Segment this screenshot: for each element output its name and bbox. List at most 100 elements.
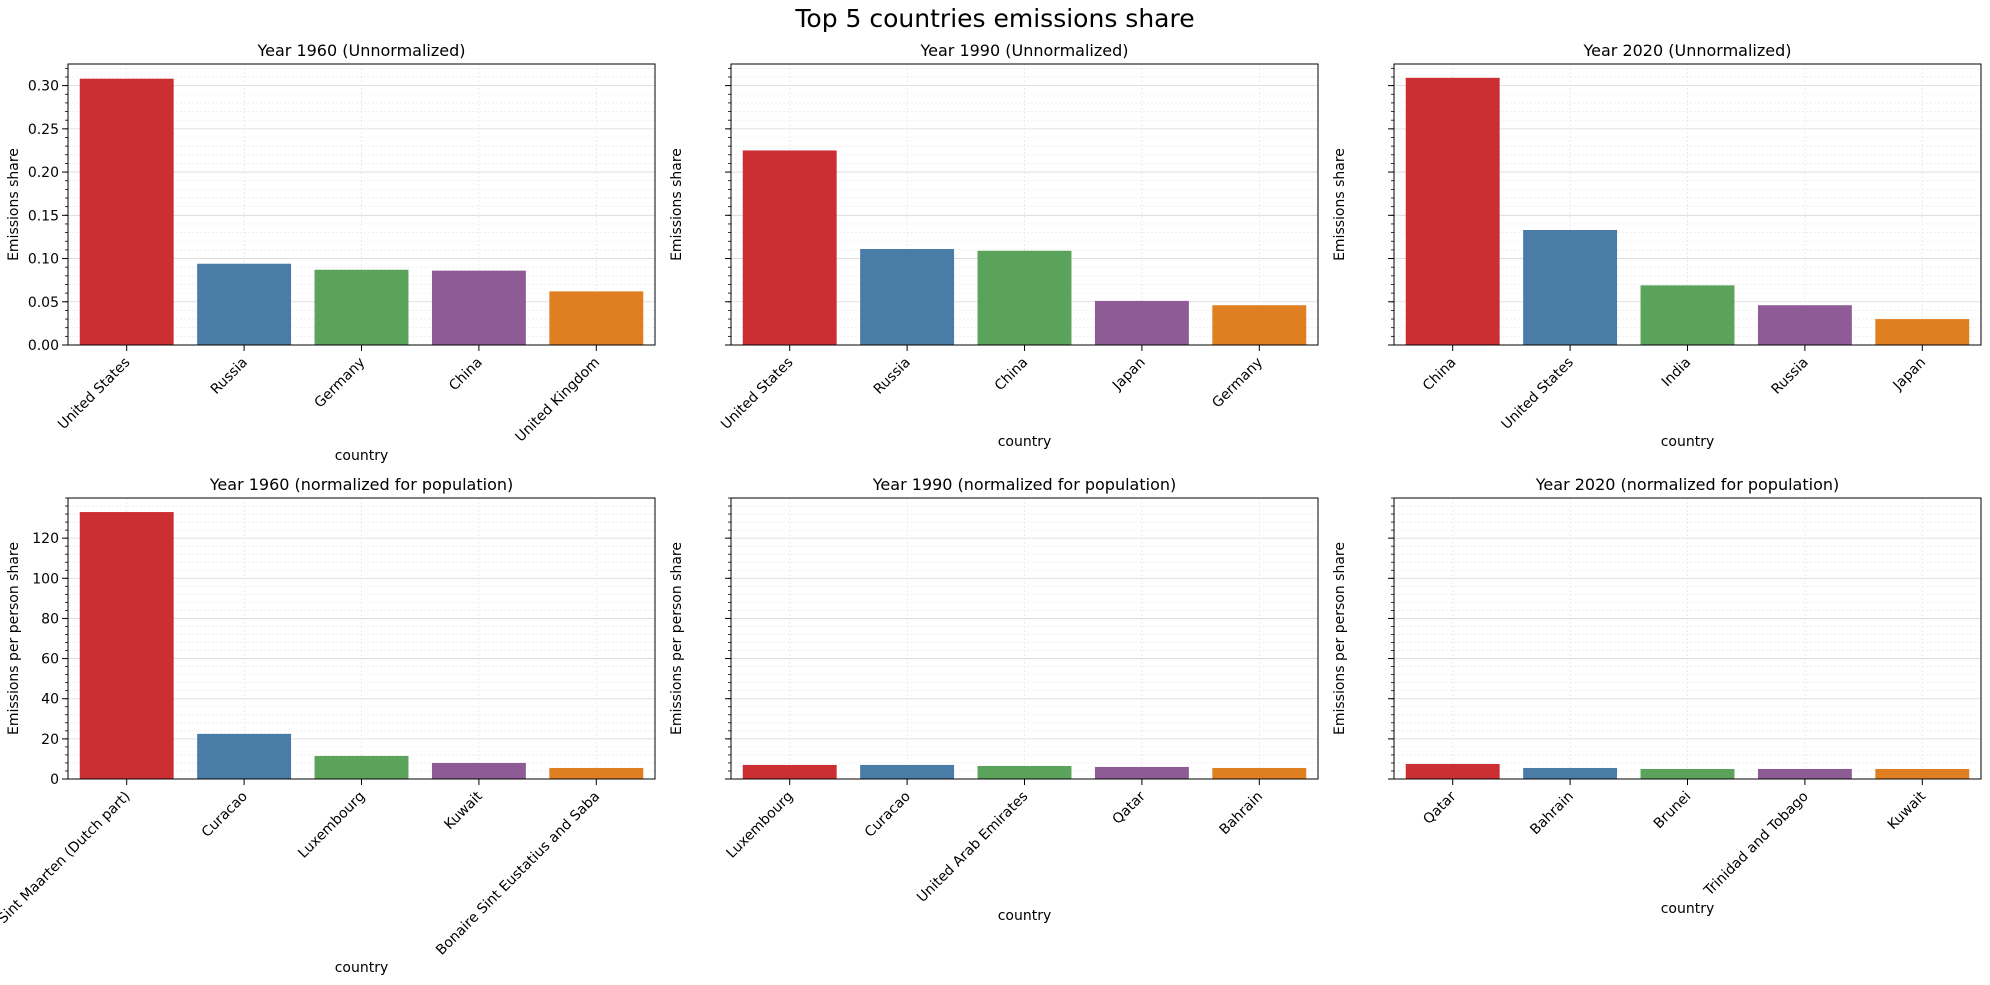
chart-panel-1: 0.00 0.05 0.10 0.15 0.20 0.25 0.30 United State…	[6, 41, 656, 464]
y-tick-label: 0.20	[28, 165, 59, 181]
x-tick-label: United States	[1499, 355, 1577, 433]
bar-trinidad-and-tobago	[1757, 768, 1852, 779]
y-tick-label: 40	[41, 692, 59, 708]
y-axis-label: Emissions per person share	[6, 542, 22, 735]
y-tick-label: 0.00	[28, 338, 59, 354]
x-tick-label: Luxembourg	[724, 789, 797, 862]
chart-panel-6: Qatar Bahrain Brunei Trinidad and Tobago Kuw…	[1332, 475, 1982, 917]
x-tick-label: Germany	[1209, 355, 1266, 412]
x-axis-label: country	[998, 908, 1052, 924]
bar-brunei	[1640, 768, 1735, 779]
x-tick-label: Brunei	[1651, 789, 1695, 833]
bar-curacao	[197, 733, 292, 779]
x-axis-label: country	[335, 448, 389, 464]
x-tick-label: Kuwait	[441, 788, 486, 833]
y-axis-label: Emissions share	[1332, 148, 1348, 261]
x-tick-label: United Arab Emirates	[914, 789, 1031, 906]
bar-bahrain	[1523, 767, 1618, 779]
bar-russia	[860, 249, 955, 345]
bar-china	[1405, 77, 1500, 345]
bar-kuwait	[431, 762, 526, 779]
x-tick-label: China	[992, 355, 1032, 395]
bar-bonaire-sint-eustatius-and-saba	[549, 767, 644, 779]
x-tick-label: Japan	[1889, 355, 1929, 395]
x-tick-label: Germany	[312, 355, 369, 412]
y-axis-label: Emissions per person share	[1332, 542, 1348, 735]
y-tick-label: 0.05	[28, 295, 59, 311]
bar-kuwait	[1875, 768, 1970, 779]
y-tick-label: 0.30	[28, 79, 59, 95]
y-axis-label: Emissions per person share	[669, 542, 685, 735]
bar-united-arab-emirates	[977, 765, 1072, 779]
x-tick-label: China	[446, 355, 486, 395]
x-tick-label: Curacao	[862, 789, 914, 841]
y-axis-label: Emissions share	[6, 148, 22, 261]
y-tick-label: 80	[41, 611, 59, 627]
x-axis-label: country	[1661, 434, 1715, 450]
bar-sint-maarten-dutch-part-	[79, 512, 174, 779]
bar-luxembourg	[742, 764, 837, 779]
chart-panel-4: 0 20 40 60 80 100 120 Sint Maarten (Dutch part)…	[0, 475, 656, 976]
chart-title: Year 1960 (Unnormalized)	[256, 41, 465, 60]
x-tick-label: Luxembourg	[295, 789, 368, 862]
bar-united-states	[79, 78, 174, 346]
bar-germany	[314, 269, 409, 345]
bar-luxembourg	[314, 755, 409, 779]
y-tick-label: 100	[32, 571, 59, 587]
y-tick-label: 20	[41, 732, 59, 748]
bar-qatar	[1405, 763, 1500, 779]
x-axis-label: country	[998, 434, 1052, 450]
bar-china	[977, 250, 1072, 345]
x-tick-label: Russia	[871, 355, 914, 398]
x-tick-label: Kuwait	[1885, 788, 1930, 833]
bar-united-kingdom	[549, 291, 644, 345]
x-axis-label: country	[335, 960, 389, 976]
chart-panel-5: Luxembourg Curacao United Arab Emirates Qat…	[669, 475, 1319, 924]
x-tick-label: Japan	[1109, 355, 1149, 395]
x-axis-label: country	[1661, 901, 1715, 917]
chart-title: Year 1990 (normalized for population)	[872, 475, 1176, 494]
y-tick-label: 0.15	[28, 208, 59, 224]
bar-china	[431, 270, 526, 345]
figure-suptitle: Top 5 countries emissions share	[795, 4, 1195, 33]
bar-germany	[1212, 305, 1307, 345]
chart-title: Year 2020 (Unnormalized)	[1582, 41, 1791, 60]
bar-japan	[1094, 300, 1189, 345]
chart-panel-3: China United States India Russia Japan Year 2…	[1332, 41, 1982, 450]
bar-russia	[1757, 305, 1852, 345]
bar-qatar	[1094, 766, 1189, 779]
x-tick-label: Russia	[208, 355, 251, 398]
y-tick-label: 60	[41, 652, 59, 668]
x-tick-label: Qatar	[1110, 788, 1149, 827]
chart-title: Year 1990 (Unnormalized)	[919, 41, 1128, 60]
bar-russia	[197, 263, 292, 345]
x-tick-label: Bahrain	[1217, 789, 1267, 839]
x-tick-label: Qatar	[1420, 788, 1459, 827]
y-tick-label: 120	[32, 531, 59, 547]
x-tick-label: United States	[718, 355, 796, 433]
bar-united-states	[742, 150, 837, 345]
y-tick-label: 0	[50, 772, 59, 788]
x-tick-label: United States	[55, 355, 133, 433]
y-axis-label: Emissions share	[669, 148, 685, 261]
x-tick-label: Russia	[1769, 355, 1812, 398]
y-tick-label: 0.10	[28, 252, 59, 268]
x-tick-label: Bahrain	[1527, 789, 1577, 839]
y-tick-label: 0.25	[28, 122, 59, 138]
x-tick-label: Sint Maarten (Dutch part)	[0, 789, 134, 927]
x-tick-label: Trinidad and Tobago	[1701, 789, 1812, 900]
chart-title: Year 2020 (normalized for population)	[1535, 475, 1839, 494]
bar-united-states	[1523, 230, 1618, 345]
bar-japan	[1875, 319, 1970, 345]
bar-curacao	[860, 764, 955, 779]
x-tick-label: China	[1420, 355, 1460, 395]
chart-title: Year 1960 (normalized for population)	[209, 475, 513, 494]
chart-panel-2: United States Russia China Japan Germany Year…	[669, 41, 1319, 450]
bar-india	[1640, 285, 1735, 345]
bar-bahrain	[1212, 767, 1307, 779]
x-tick-label: United Kingdom	[512, 355, 603, 446]
x-tick-label: India	[1659, 355, 1695, 391]
x-tick-label: Curacao	[199, 789, 251, 841]
